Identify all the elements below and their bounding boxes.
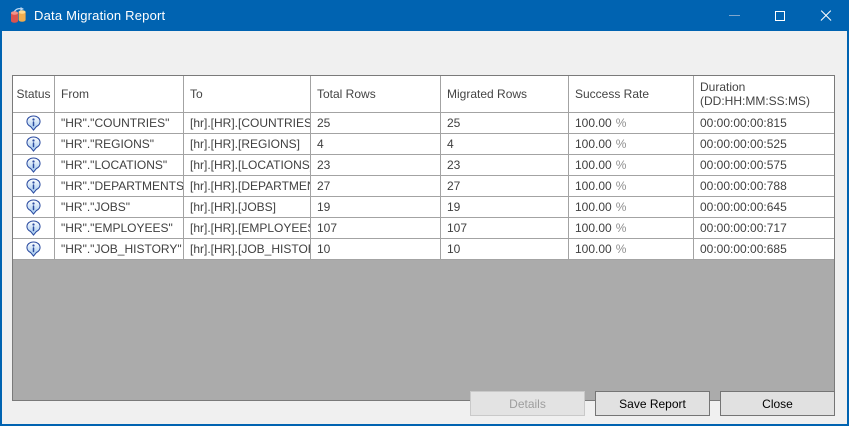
info-icon: [26, 157, 41, 173]
duration-cell: 00:00:00:00:815: [700, 116, 787, 130]
to-cell: [hr].[HR].[JOBS]: [184, 197, 311, 217]
table-row[interactable]: "HR"."JOB_HISTORY"[hr].[HR].[JOB_HISTORY…: [13, 239, 834, 260]
success-rate-cell: 100.00%: [569, 155, 694, 175]
from-cell: "HR"."JOBS": [55, 197, 184, 217]
success-rate-cell: 100.00%: [569, 218, 694, 238]
app-migration-icon: [8, 6, 28, 26]
duration-cell: 00:00:00:00:645: [700, 200, 787, 214]
status-cell: [13, 197, 55, 217]
table-row[interactable]: "HR"."REGIONS" [hr].[HR].[REGIONS] 4 4 100.0…: [13, 134, 834, 155]
migrated-rows-cell: 27: [441, 176, 569, 196]
titlebar[interactable]: Data Migration Report: [2, 0, 847, 31]
total-rows-cell: 10: [311, 239, 441, 259]
migrated-rows-cell: 19: [441, 197, 569, 217]
table-row[interactable]: "HR"."DEPARTMENTS"[hr].[HR].[DEPARTMENTS…: [13, 176, 834, 197]
details-button: Details: [470, 391, 585, 416]
header-from[interactable]: From: [55, 76, 184, 112]
close-button[interactable]: Close: [720, 391, 835, 416]
total-rows-cell: 27: [311, 176, 441, 196]
minimize-icon: [711, 0, 757, 31]
status-cell: [13, 176, 55, 196]
migrated-rows-cell: 10: [441, 239, 569, 259]
dialog-client-area: Status From To Total Rows Migrated Rows …: [2, 31, 847, 424]
to-cell: [hr].[HR].[EMPLOYEES]: [184, 218, 311, 238]
header-status[interactable]: Status: [13, 76, 55, 112]
grid-rows: "HR"."COUNTRIES" [hr].[HR].[COUNTRIES] 25 2…: [13, 113, 834, 260]
total-rows-cell: 107: [311, 218, 441, 238]
window-title: Data Migration Report: [34, 8, 166, 23]
header-duration[interactable]: Duration (DD:HH:MM:SS:MS): [700, 80, 810, 108]
success-rate-cell: 100.00%: [569, 197, 694, 217]
migrated-rows-cell: 107: [441, 218, 569, 238]
info-icon: [26, 136, 41, 152]
success-rate-cell: 100.00%: [569, 239, 694, 259]
to-cell: [hr].[HR].[LOCATIONS]: [184, 155, 311, 175]
save-report-button[interactable]: Save Report: [595, 391, 710, 416]
success-rate-cell: 100.00%: [569, 176, 694, 196]
from-cell: "HR"."REGIONS": [55, 134, 184, 154]
to-cell: [hr].[HR].[DEPARTMENTS]: [184, 176, 311, 196]
status-cell: [13, 113, 55, 133]
duration-cell: 00:00:00:00:788: [700, 179, 787, 193]
total-rows-cell: 4: [311, 134, 441, 154]
table-row[interactable]: "HR"."JOBS" [hr].[HR].[JOBS] 19 19 100.00% 00…: [13, 197, 834, 218]
to-cell: [hr].[HR].[JOB_HISTORY]: [184, 239, 311, 259]
header-success-rate[interactable]: Success Rate: [569, 76, 694, 112]
migrated-rows-cell: 4: [441, 134, 569, 154]
from-cell: "HR"."DEPARTMENTS": [55, 176, 184, 196]
maximize-icon[interactable]: [757, 0, 803, 31]
duration-cell: 00:00:00:00:685: [700, 242, 787, 256]
success-rate-cell: 100.00%: [569, 113, 694, 133]
table-row[interactable]: "HR"."COUNTRIES" [hr].[HR].[COUNTRIES] 25 2…: [13, 113, 834, 134]
migrated-rows-cell: 25: [441, 113, 569, 133]
from-cell: "HR"."EMPLOYEES": [55, 218, 184, 238]
to-cell: [hr].[HR].[COUNTRIES]: [184, 113, 311, 133]
info-icon: [26, 220, 41, 236]
info-icon: [26, 115, 41, 131]
header-migrated-rows[interactable]: Migrated Rows: [441, 76, 569, 112]
total-rows-cell: 25: [311, 113, 441, 133]
info-icon: [26, 178, 41, 194]
duration-cell: 00:00:00:00:575: [700, 158, 787, 172]
success-rate-cell: 100.00%: [569, 134, 694, 154]
table-row[interactable]: "HR"."LOCATIONS" [hr].[HR].[LOCATIONS] 23 2…: [13, 155, 834, 176]
header-total-rows[interactable]: Total Rows: [311, 76, 441, 112]
duration-cell: 00:00:00:00:525: [700, 137, 787, 151]
status-cell: [13, 218, 55, 238]
migration-results-grid: Status From To Total Rows Migrated Rows …: [12, 75, 835, 401]
from-cell: "HR"."COUNTRIES": [55, 113, 184, 133]
from-cell: "HR"."LOCATIONS": [55, 155, 184, 175]
info-icon: [26, 199, 41, 215]
status-cell: [13, 239, 55, 259]
to-cell: [hr].[HR].[REGIONS]: [184, 134, 311, 154]
header-to[interactable]: To: [184, 76, 311, 112]
from-cell: "HR"."JOB_HISTORY": [55, 239, 184, 259]
status-cell: [13, 134, 55, 154]
status-cell: [13, 155, 55, 175]
grid-header-row: Status From To Total Rows Migrated Rows …: [13, 76, 834, 113]
duration-cell: 00:00:00:00:717: [700, 221, 787, 235]
total-rows-cell: 19: [311, 197, 441, 217]
close-icon[interactable]: [803, 0, 847, 31]
info-icon: [26, 241, 41, 257]
migrated-rows-cell: 23: [441, 155, 569, 175]
total-rows-cell: 23: [311, 155, 441, 175]
table-row[interactable]: "HR"."EMPLOYEES" [hr].[HR].[EMPLOYEES] 107…: [13, 218, 834, 239]
